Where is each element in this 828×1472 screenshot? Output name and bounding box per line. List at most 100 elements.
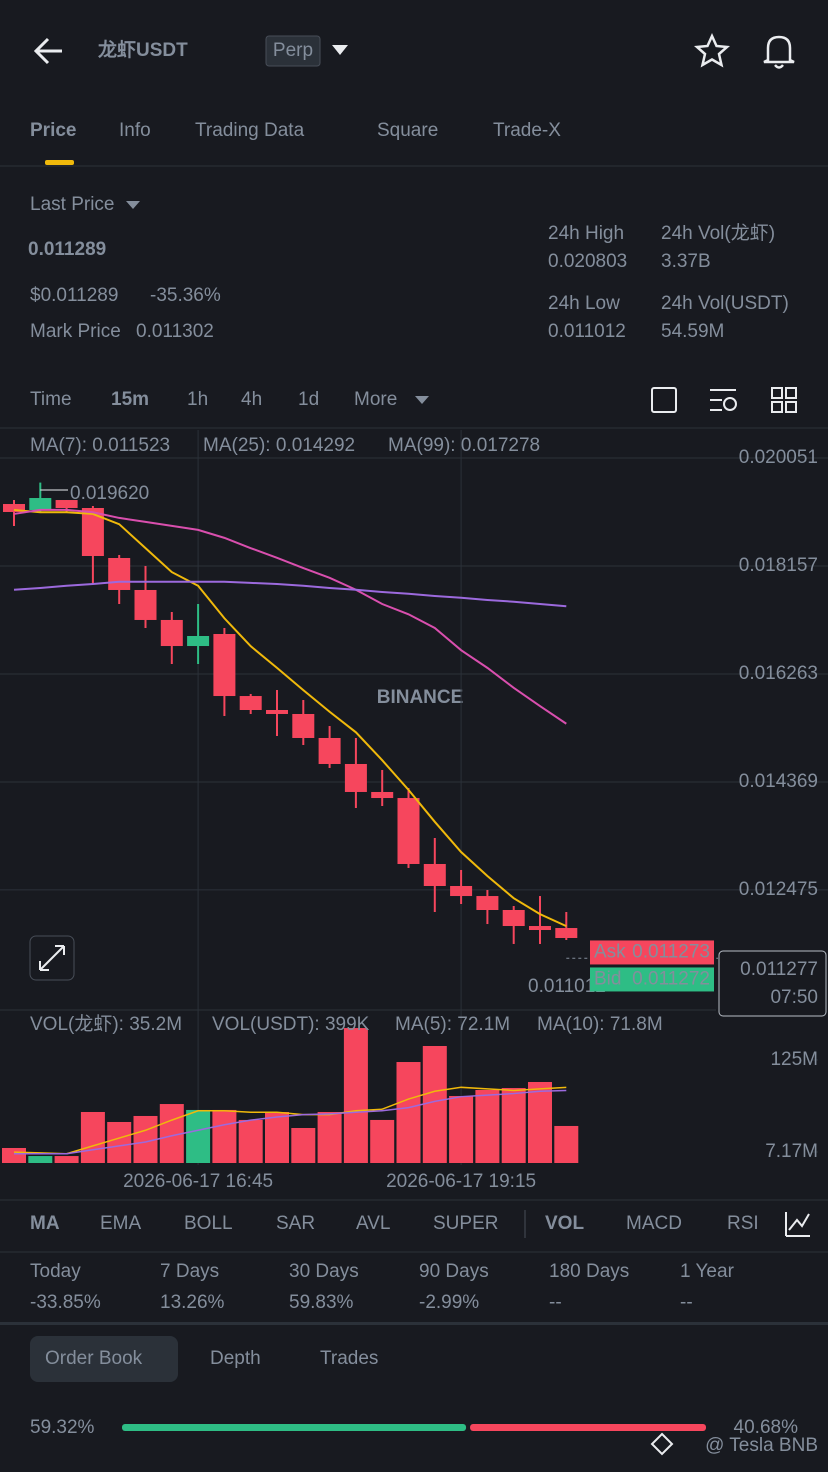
y-tick-label: 0.016263 <box>739 663 818 684</box>
interval[interactable]: 1d <box>298 389 319 410</box>
indicator-tab[interactable]: SUPER <box>433 1213 498 1234</box>
stat-value: 0.011012 <box>548 321 626 342</box>
volume-bar <box>317 1111 342 1163</box>
volume-ma-legend: MA(10): 71.8M <box>537 1014 663 1035</box>
interval[interactable]: 15m <box>111 389 149 410</box>
volume-bar <box>528 1082 552 1163</box>
volume-bar <box>212 1109 237 1163</box>
volume-legend: VOL(USDT): 399K <box>212 1014 370 1035</box>
period-change: -2.99% <box>419 1292 479 1313</box>
last-price: 0.011289 <box>28 239 106 260</box>
back-button[interactable] <box>33 37 62 65</box>
indicator-tab[interactable]: RSI <box>727 1213 759 1234</box>
period-change: 59.83% <box>289 1292 354 1313</box>
candle-body <box>529 926 551 931</box>
candle-body <box>397 798 420 864</box>
period-change: -- <box>549 1292 562 1313</box>
stat-label: 24h Vol(USDT) <box>661 293 789 314</box>
bell-icon[interactable] <box>763 35 795 69</box>
ask-box <box>590 940 714 965</box>
y-tick-label: 0.018157 <box>739 555 818 576</box>
candle-body <box>108 557 131 590</box>
bid-box <box>590 967 714 992</box>
indicator-tab[interactable]: EMA <box>100 1213 142 1234</box>
ma-legend: MA(25): 0.014292 <box>203 435 355 456</box>
last-price-label: Last Price <box>30 194 114 215</box>
indicator-tab[interactable]: BOLL <box>184 1213 233 1234</box>
volume-legend: VOL(龙虾): 35.2M <box>30 1013 182 1035</box>
volume-bar <box>2 1147 26 1163</box>
tab[interactable]: Trading Data <box>195 120 305 141</box>
tab[interactable]: Info <box>119 120 151 141</box>
layout-cell <box>771 401 783 413</box>
volume-bar <box>265 1111 289 1163</box>
stat-value: 54.59M <box>661 321 724 342</box>
bid-value: 0.011272 <box>632 968 710 989</box>
indicator-tab[interactable]: SAR <box>276 1213 315 1234</box>
interval[interactable]: 1h <box>187 389 208 410</box>
tab[interactable]: Square <box>377 120 438 141</box>
stat-label: 24h Low <box>548 293 620 314</box>
volume-bar <box>28 1156 53 1163</box>
indicator-tab[interactable]: MACD <box>626 1213 682 1234</box>
x-tick-label: 2026-06-17 16:45 <box>123 1171 273 1192</box>
candle-body <box>3 504 25 512</box>
layout-icon[interactable] <box>771 387 797 413</box>
dropdown-icon[interactable] <box>332 45 348 55</box>
volume-bar <box>238 1119 263 1163</box>
logo-icon <box>650 1432 674 1456</box>
ma-legend: MA(99): 0.017278 <box>388 435 540 456</box>
settings-icon[interactable] <box>710 389 736 411</box>
volume-bar <box>54 1156 79 1163</box>
sell-ratio-bar <box>470 1424 706 1431</box>
interval[interactable]: Time <box>30 389 72 410</box>
order-tab[interactable]: Order Book <box>45 1348 143 1369</box>
expand-icon <box>39 945 65 971</box>
period-change: -33.85% <box>30 1292 101 1313</box>
ask-value: 0.011273 <box>632 941 710 962</box>
interval[interactable]: More <box>354 389 397 410</box>
y-tick-label: 0.014369 <box>739 771 818 792</box>
dropdown-icon[interactable] <box>415 396 429 404</box>
order-tab[interactable]: Trades <box>320 1348 378 1369</box>
tool-icon[interactable] <box>651 387 677 413</box>
period-label: 7 Days <box>160 1261 219 1282</box>
indicator-tab[interactable]: VOL <box>545 1213 584 1234</box>
indicator-tab[interactable]: AVL <box>356 1213 391 1234</box>
layout-cell <box>785 401 797 413</box>
badge: Perp <box>273 40 313 61</box>
volume-bar <box>370 1119 395 1163</box>
period-label: Today <box>30 1261 81 1282</box>
candle-body <box>55 500 78 508</box>
volume-bar <box>422 1046 447 1163</box>
period-label: 180 Days <box>549 1261 629 1282</box>
ask-label: Ask <box>594 941 626 962</box>
volume-tick-label: 125M <box>770 1049 818 1070</box>
layout-cell <box>785 387 797 399</box>
tab[interactable]: Price <box>30 120 76 141</box>
period-label: 90 Days <box>419 1261 489 1282</box>
favorite-icon[interactable] <box>693 32 731 68</box>
tab[interactable]: Trade-X <box>493 120 561 141</box>
x-tick-label: 2026-06-17 19:15 <box>386 1171 536 1192</box>
stat-value: 3.37B <box>661 251 711 272</box>
volume-bar <box>449 1095 474 1163</box>
volume-bar <box>475 1089 500 1163</box>
interval[interactable]: 4h <box>241 389 262 410</box>
low-label: 0.011012 <box>528 976 606 997</box>
candle-body <box>344 763 367 792</box>
volume-tick-label: 7.17M <box>765 1141 818 1162</box>
period-label: 1 Year <box>680 1261 735 1282</box>
ma-legend: MA(7): 0.011523 <box>30 435 170 456</box>
chart-icon[interactable] <box>785 1212 810 1237</box>
badge-box <box>265 35 321 67</box>
dropdown-icon[interactable] <box>126 201 140 209</box>
order-tab[interactable]: Depth <box>210 1348 261 1369</box>
candle-body <box>160 619 183 647</box>
volume-bar <box>291 1127 316 1163</box>
indicator-tab[interactable]: MA <box>30 1213 60 1234</box>
candle-body <box>450 885 473 897</box>
candle-body <box>371 791 394 799</box>
candle-body <box>187 635 210 647</box>
